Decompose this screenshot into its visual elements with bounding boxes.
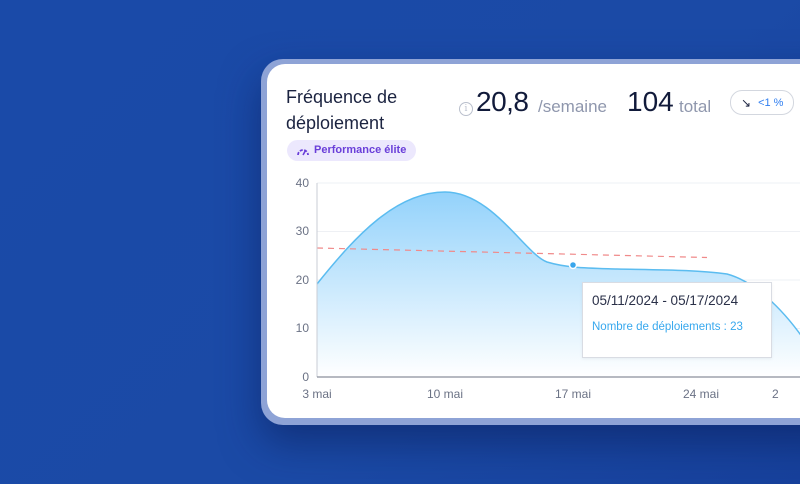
y-tick: 20 xyxy=(295,273,309,287)
x-tick: 10 mai xyxy=(426,387,464,401)
area-chart[interactable] xyxy=(267,64,800,418)
rate-unit: /semaine xyxy=(538,97,607,116)
y-tick: 0 xyxy=(302,370,309,384)
y-tick: 30 xyxy=(295,224,309,238)
info-icon[interactable]: i xyxy=(459,102,473,116)
card-title: Fréquence de déploiement xyxy=(286,87,398,133)
y-tick: 10 xyxy=(295,321,309,335)
x-tick: 24 mai xyxy=(682,387,720,401)
deployment-frequency-card: Fréquence de déploiement Performance éli… xyxy=(267,64,800,418)
tooltip-value: Nombre de déploiements : 23 xyxy=(592,321,743,333)
highlighted-point[interactable] xyxy=(568,260,578,270)
x-tick: 17 mai xyxy=(554,387,592,401)
x-tick: 2 xyxy=(772,387,779,401)
x-tick: 3 mai xyxy=(302,387,332,401)
chart-tooltip: 05/11/2024 - 05/17/2024 Nombre de déploi… xyxy=(582,282,772,358)
arrow-down-right-icon: ↘ xyxy=(741,95,752,110)
gauge-icon xyxy=(297,148,309,155)
trend-label: <1 % xyxy=(758,96,784,109)
y-tick: 40 xyxy=(295,176,309,190)
total-label: total xyxy=(679,97,712,116)
tooltip-date-range: 05/11/2024 - 05/17/2024 xyxy=(592,293,739,308)
area-line xyxy=(316,191,800,336)
performance-badge: Performance élite xyxy=(287,140,417,161)
total-value: 104 xyxy=(627,86,674,117)
trend-badge[interactable]: ↘ <1 % xyxy=(730,90,795,115)
badge-label: Performance élite xyxy=(314,144,407,156)
rate-value: 20,8 xyxy=(476,86,529,117)
